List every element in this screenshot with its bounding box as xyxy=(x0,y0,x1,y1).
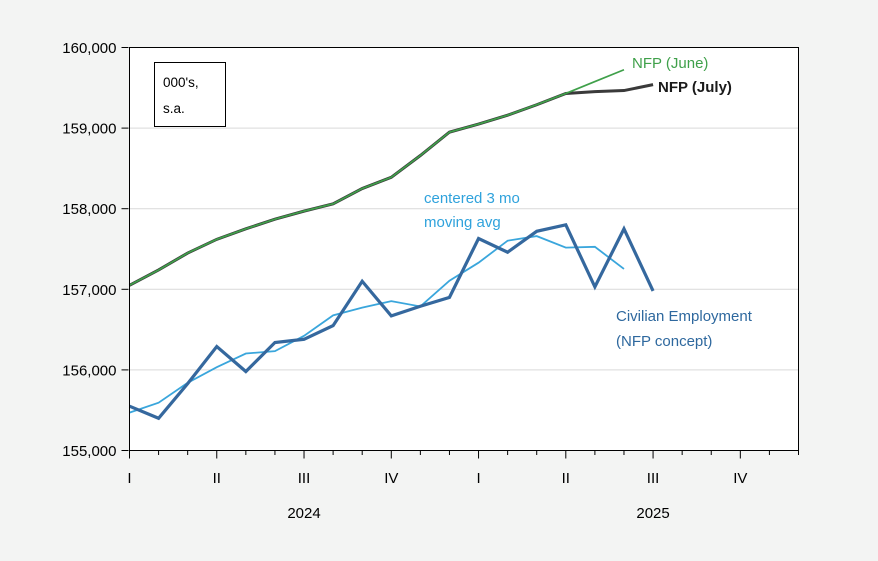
series-line-centered-3-mo-moving-avg xyxy=(129,235,625,414)
units-note-line1: 000's, xyxy=(163,75,199,90)
plot-frame xyxy=(129,47,799,451)
nfp-june-label: NFP (June) xyxy=(632,55,708,72)
units-note-line2: s.a. xyxy=(163,101,185,116)
civilian-employment-label-line1: Civilian Employment xyxy=(616,308,753,325)
y-tick-label: 160,000 xyxy=(62,40,116,57)
x-quarter-label: I xyxy=(476,470,480,487)
series-line-nfp-june- xyxy=(129,68,625,287)
y-tick-label: 159,000 xyxy=(62,121,116,138)
civilian-employment-label-line2: (NFP concept) xyxy=(616,333,712,350)
y-tick-label: 156,000 xyxy=(62,362,116,379)
series-lines xyxy=(128,68,655,421)
x-quarter-label: III xyxy=(298,470,311,487)
x-quarter-label: IV xyxy=(384,470,398,487)
x-year-label: 2025 xyxy=(636,505,669,522)
moving-avg-label-line2: moving avg xyxy=(424,214,501,231)
plot-area xyxy=(129,47,799,451)
axes: 155,000 156,000 157,000 158,000 159,000 160,0… xyxy=(62,40,799,522)
x-quarter-label: II xyxy=(213,470,221,487)
series-line-civilian-employment-nfp-concept- xyxy=(128,222,655,421)
y-tick-label: 158,000 xyxy=(62,201,116,218)
x-quarter-label: II xyxy=(562,470,570,487)
y-tick-label: 157,000 xyxy=(62,282,116,299)
moving-avg-label-line1: centered 3 mo xyxy=(424,190,520,207)
x-quarter-label: III xyxy=(647,470,660,487)
x-year-label: 2024 xyxy=(287,505,320,522)
x-quarter-label: IV xyxy=(733,470,747,487)
x-quarter-label: I xyxy=(127,470,131,487)
nfp-july-label: NFP (July) xyxy=(658,79,732,96)
units-note-box xyxy=(154,62,226,127)
y-tick-label: 155,000 xyxy=(62,443,116,460)
